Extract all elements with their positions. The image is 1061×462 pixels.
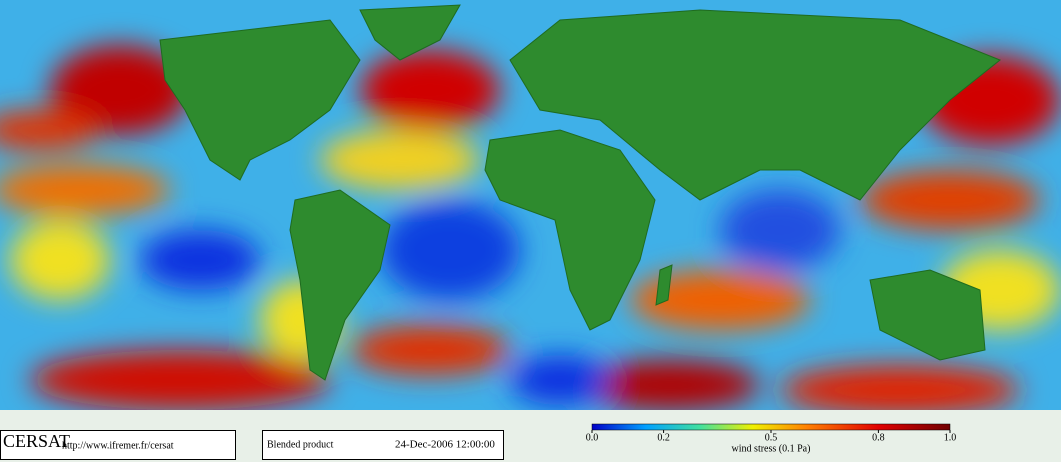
colorbar-tick-label: 0.8 — [872, 432, 885, 443]
australia — [869, 269, 986, 361]
logo-box — [0, 430, 236, 460]
colorbar-tick-label: 1.0 — [944, 432, 957, 443]
product-box — [262, 430, 504, 460]
africa — [484, 129, 656, 331]
colorbar-tick-label: 0.2 — [657, 432, 670, 443]
colorbar-gradient — [591, 423, 951, 431]
north-america — [159, 19, 361, 181]
logo: CERSAT — [3, 431, 70, 451]
colorbar-tick-label: 0.0 — [586, 432, 599, 443]
eurasia — [509, 9, 1001, 201]
wind-field — [0, 45, 1060, 415]
url: http://www.ifremer.fr/cersat — [62, 440, 174, 451]
product: Blended product — [267, 439, 334, 450]
colorbar-label: wind stress (0.1 Pa) — [732, 443, 811, 454]
greenland — [359, 4, 461, 61]
date: 24-Dec-2006 12:00:00 — [395, 439, 495, 451]
colorbar-tick-label: 0.5 — [765, 432, 778, 443]
colorbar: wind stress (0.1 Pa) 0.0 0.2 0.5 0.8 1.0 — [586, 423, 957, 454]
south-america — [289, 189, 391, 381]
footer: CERSAT http://www.ifremer.fr/cersat Blen… — [0, 430, 504, 460]
madagascar — [655, 264, 673, 306]
